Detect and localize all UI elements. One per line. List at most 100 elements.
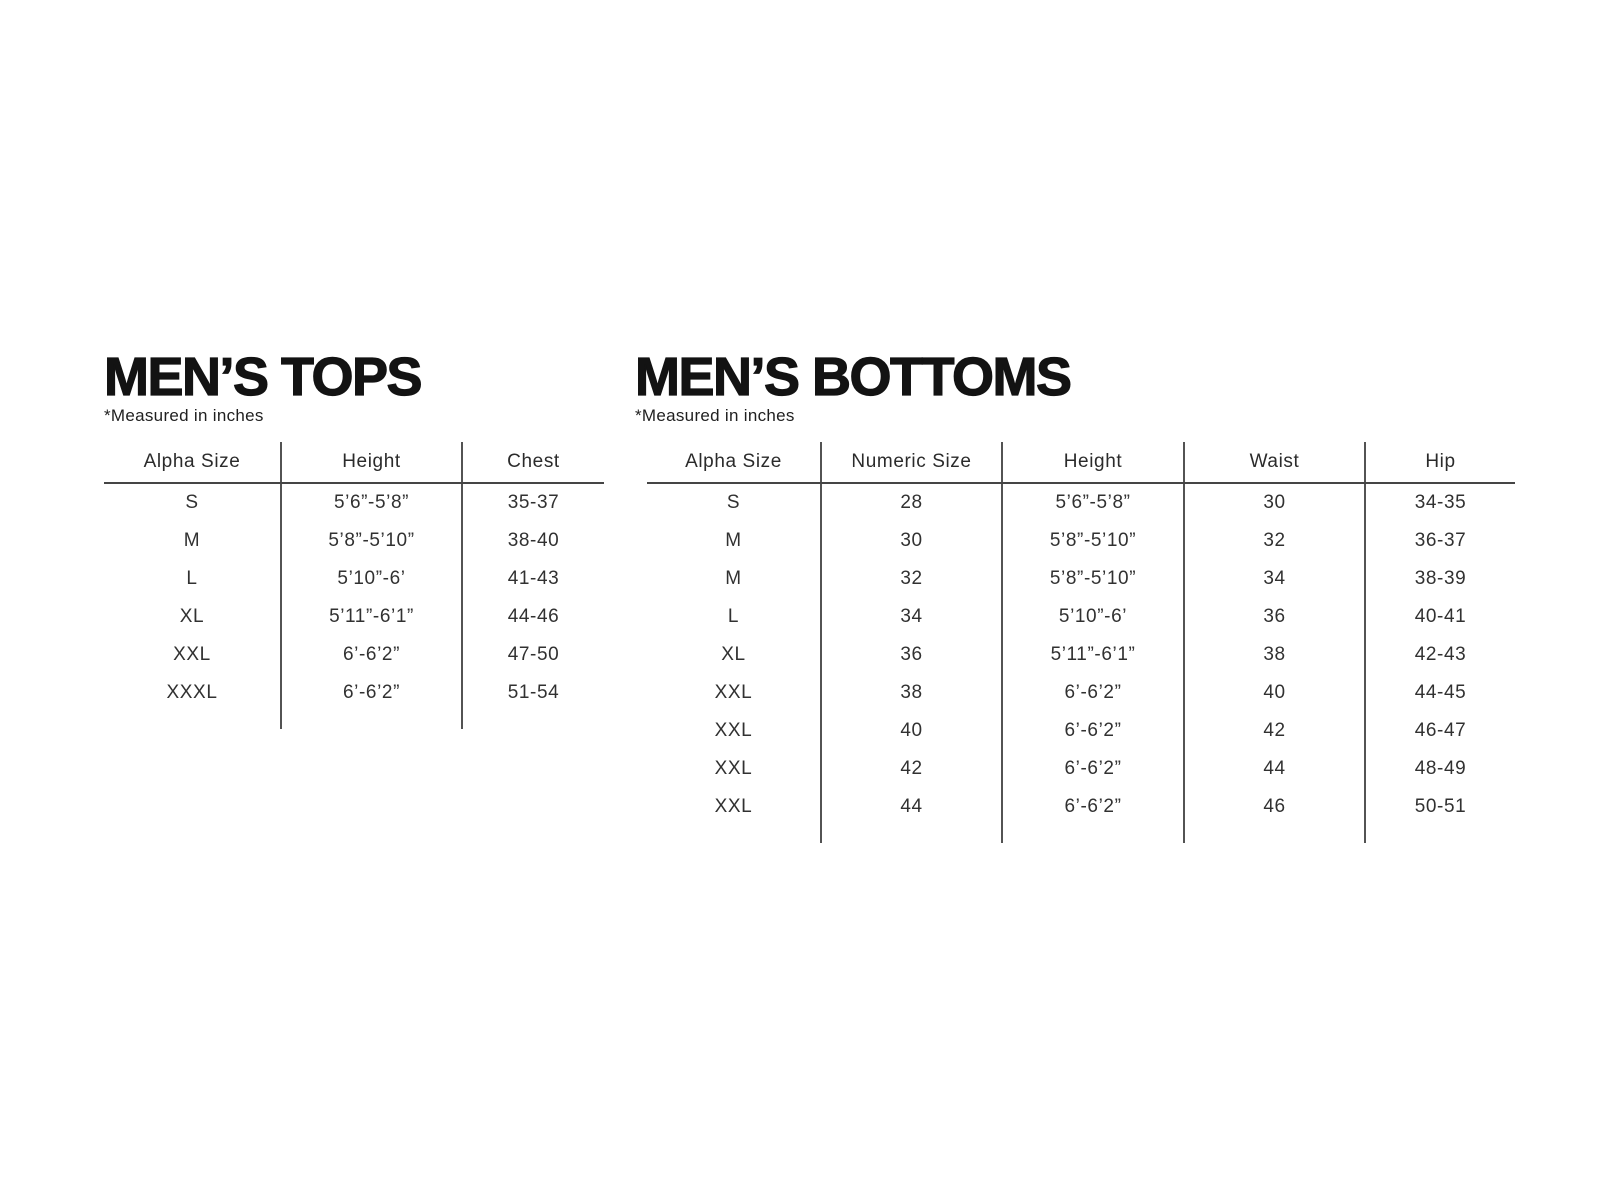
table-row: XXL 40 6’-6’2” 42 46-47 (647, 712, 1515, 750)
mens-bottoms-measure-note: *Measured in inches (635, 406, 795, 425)
table-cell: M (725, 568, 742, 589)
table-cell: 6’-6’2” (1001, 712, 1184, 750)
table-row: M 32 5’8”-5’10” 34 38-39 (647, 560, 1515, 598)
table-cell: 5’11”-6’1” (280, 598, 462, 636)
table-cell: 30 (820, 522, 1002, 560)
table-filler-cell (1183, 826, 1365, 843)
table-cell: 5’10”-6’ (1001, 598, 1184, 636)
table-cell: XXL (714, 758, 753, 779)
table-cell: 42-43 (1364, 636, 1515, 674)
column-header: Alpha Size (104, 442, 281, 484)
table-filler-cell (1001, 826, 1184, 843)
table-filler-cell (647, 826, 821, 843)
table-cell: 36-37 (1364, 522, 1515, 560)
table-row: L 34 5’10”-6’ 36 40-41 (647, 598, 1515, 636)
table-cell: 6’-6’2” (280, 636, 462, 674)
table-row: M 30 5’8”-5’10” 32 36-37 (647, 522, 1515, 560)
table-cell: L (186, 568, 198, 589)
table-cell: M (725, 530, 742, 551)
table-cell: 6’-6’2” (280, 674, 462, 712)
table-cell: 5’6”-5’8” (280, 483, 462, 522)
table-cell: 46-47 (1364, 712, 1515, 750)
table-cell: 51-54 (461, 674, 604, 712)
table-cell: 5’6”-5’8” (1001, 483, 1184, 522)
table-cell: 41-43 (461, 560, 604, 598)
table-cell: 38 (1183, 636, 1365, 674)
table-cell: 44 (820, 788, 1002, 826)
header-row: Alpha Size Height Chest (104, 442, 604, 484)
table-row: XL 36 5’11”-6’1” 38 42-43 (647, 636, 1515, 674)
table-cell: M (183, 530, 201, 551)
table-row: L 5’10”-6’ 41-43 (104, 560, 604, 598)
table-cell: 5’8”-5’10” (280, 522, 462, 560)
column-header: Height (1001, 442, 1184, 484)
table-cell: 5’11”-6’1” (1001, 636, 1184, 674)
table-row: XXL 42 6’-6’2” 44 48-49 (647, 750, 1515, 788)
table-filler-cell (104, 712, 281, 729)
table-cell: XXL (714, 796, 753, 817)
table-filler-cell (461, 712, 604, 729)
table-cell: 47-50 (461, 636, 604, 674)
table-cell: 50-51 (1364, 788, 1515, 826)
table-cell: 34 (1183, 560, 1365, 598)
table-filler-cell (1364, 826, 1515, 843)
table-cell: 42 (820, 750, 1002, 788)
mens-tops-measure-note: *Measured in inches (104, 406, 264, 425)
table-row: S 28 5’6”-5’8” 30 34-35 (647, 483, 1515, 522)
table-cell: XXL (173, 644, 211, 665)
table-cell: 44-46 (461, 598, 604, 636)
column-header: Waist (1183, 442, 1365, 484)
table-row: S 5’6”-5’8” 35-37 (104, 483, 604, 522)
table-cell: 40 (820, 712, 1002, 750)
table-cell: 35-37 (461, 483, 604, 522)
table-filler-row (104, 712, 604, 729)
table-filler-row (647, 826, 1515, 843)
column-header: Chest (461, 442, 604, 484)
table-cell: XL (721, 644, 746, 665)
table-cell: S (185, 492, 199, 513)
table-cell: 40 (1183, 674, 1365, 712)
table-cell: 28 (820, 483, 1002, 522)
table-cell: XXL (714, 682, 753, 703)
table-cell: 36 (1183, 598, 1365, 636)
table-cell: 38-40 (461, 522, 604, 560)
table-cell: 46 (1183, 788, 1365, 826)
table-cell: 5’8”-5’10” (1001, 522, 1184, 560)
mens-tops-table: Alpha Size Height Chest S 5’6”-5’8” 35-37 M 5’8… (104, 442, 604, 729)
column-header: Numeric Size (820, 442, 1002, 484)
table-cell: 34 (820, 598, 1002, 636)
mens-bottoms-section: MEN’S BOTTOMS *Measured in inches Alpha … (634, 347, 1515, 843)
table-filler-cell (280, 712, 462, 729)
mens-tops-title: MEN’S TOPS (103, 347, 423, 407)
table-row: M 5’8”-5’10” 38-40 (104, 522, 604, 560)
table-cell: 44 (1183, 750, 1365, 788)
column-header: Height (280, 442, 462, 484)
table-cell: 30 (1183, 483, 1365, 522)
table-cell: 38 (820, 674, 1002, 712)
table-row: XL 5’11”-6’1” 44-46 (104, 598, 604, 636)
mens-bottoms-title: MEN’S BOTTOMS (634, 347, 1072, 407)
table-cell: 6’-6’2” (1001, 750, 1184, 788)
table-cell: 38-39 (1364, 560, 1515, 598)
table-cell: XXL (714, 720, 753, 741)
table-filler-cell (820, 826, 1002, 843)
table-cell: 44-45 (1364, 674, 1515, 712)
table-row: XXL 38 6’-6’2” 40 44-45 (647, 674, 1515, 712)
table-cell: 5’10”-6’ (280, 560, 462, 598)
table-cell: L (727, 606, 740, 627)
header-row: Alpha Size Numeric Size Height Waist Hip (647, 442, 1515, 484)
table-cell: 32 (1183, 522, 1365, 560)
table-cell: 6’-6’2” (1001, 788, 1184, 826)
column-header: Alpha Size (647, 442, 821, 484)
mens-tops-section: MEN’S TOPS *Measured in inches Alpha Siz… (103, 347, 604, 729)
mens-bottoms-table: Alpha Size Numeric Size Height Waist Hip S 28 5… (647, 442, 1515, 843)
table-cell: 48-49 (1364, 750, 1515, 788)
column-header: Hip (1364, 442, 1515, 484)
table-cell: 36 (820, 636, 1002, 674)
table-cell: XXXL (166, 682, 218, 703)
table-cell: S (726, 492, 741, 513)
table-row: XXXL 6’-6’2” 51-54 (104, 674, 604, 712)
table-cell: 42 (1183, 712, 1365, 750)
table-row: XXL 6’-6’2” 47-50 (104, 636, 604, 674)
table-cell: 5’8”-5’10” (1001, 560, 1184, 598)
